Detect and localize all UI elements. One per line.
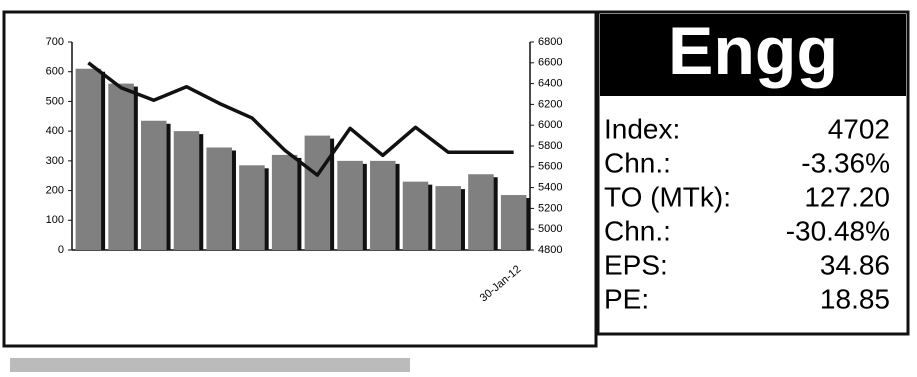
bar [173, 131, 200, 250]
y2-tick-label: 6200 [538, 98, 562, 110]
stat-value: 34.86 [820, 249, 890, 280]
stat-value: 18.85 [820, 283, 890, 314]
bar [337, 160, 363, 250]
bar [141, 120, 167, 250]
stat-value: -30.48% [786, 215, 890, 246]
bar [108, 83, 134, 250]
line [87, 61, 514, 177]
y2-tick-label: 6600 [538, 57, 562, 69]
y2-tick-label: 5600 [538, 161, 562, 173]
y2-tick-label: 5800 [538, 140, 562, 152]
y2-tick-label: 6000 [538, 119, 562, 131]
footer-bar [10, 358, 410, 372]
y2-tick-label: 6400 [538, 78, 562, 90]
stat-label: EPS: [604, 249, 668, 280]
bar [370, 160, 396, 250]
y-tick-label: 0 [58, 244, 64, 256]
y-tick-label: 200 [46, 184, 64, 196]
stat-label: TO (MTk): [604, 181, 731, 212]
y-tick-label: 400 [46, 125, 64, 137]
y-tick-label: 100 [46, 214, 64, 226]
y2-tick-label: 5200 [538, 202, 562, 214]
y2-tick-label: 4800 [538, 244, 562, 256]
y-tick-label: 700 [46, 36, 64, 48]
bar [500, 195, 527, 250]
y-tick-label: 600 [46, 66, 64, 78]
y2-tick-label: 6800 [538, 36, 562, 48]
bar [468, 174, 494, 250]
stat-value: -3.36% [801, 147, 890, 178]
bar [304, 135, 331, 250]
bar [75, 68, 102, 250]
bar [402, 181, 429, 250]
stat-value: 4702 [828, 113, 890, 144]
stat-label: PE: [604, 283, 649, 314]
bar [271, 154, 298, 250]
stats-title-box [600, 14, 906, 96]
stat-label: Chn.: [604, 147, 671, 178]
stat-label: Chn.: [604, 215, 671, 246]
stat-label: Index: [604, 113, 680, 144]
bar [206, 147, 232, 250]
y-tick-label: 500 [46, 95, 64, 107]
y2-tick-label: 5400 [538, 182, 562, 194]
y2-tick-label: 5000 [538, 223, 562, 235]
y-tick-label: 300 [46, 155, 64, 167]
stat-value: 127.20 [804, 181, 890, 212]
bar [239, 165, 265, 250]
stats-title: Engg [668, 13, 838, 89]
bar [435, 186, 461, 250]
